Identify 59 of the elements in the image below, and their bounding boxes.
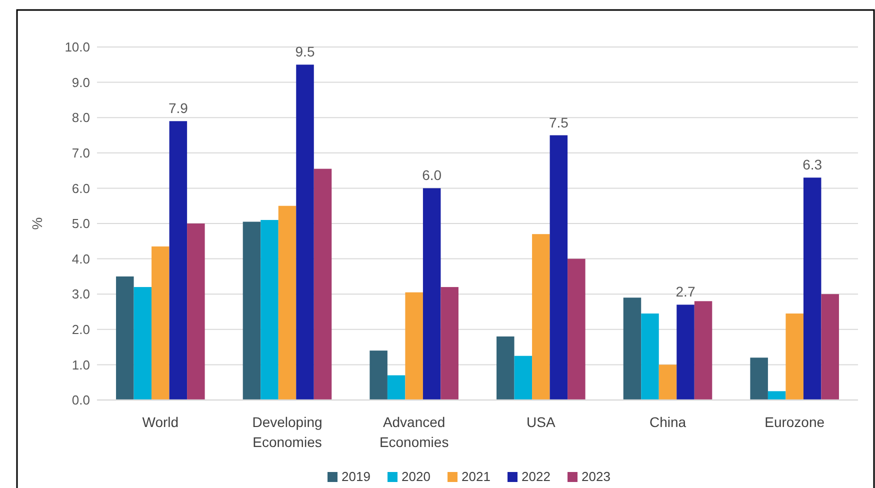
bar <box>803 178 822 400</box>
y-tick-label: 1.0 <box>72 357 90 372</box>
bar <box>187 224 205 400</box>
bar <box>550 135 568 400</box>
bar <box>116 276 134 400</box>
bar <box>496 336 514 400</box>
data-label: 7.9 <box>168 100 188 116</box>
legend-label: 2020 <box>402 469 430 484</box>
bar <box>370 350 388 400</box>
data-label: 7.5 <box>548 114 569 130</box>
y-tick-label: 3.0 <box>72 286 90 302</box>
bar <box>422 188 441 400</box>
x-tick-label: Advanced Economies <box>379 414 449 450</box>
bar <box>387 375 406 400</box>
bar <box>440 287 458 400</box>
bar <box>786 314 804 400</box>
y-tick-label: 2.0 <box>72 322 90 337</box>
bar <box>296 64 314 400</box>
y-tick-label: 5.0 <box>72 216 90 232</box>
bar <box>641 314 659 400</box>
data-label: 2.7 <box>676 284 696 300</box>
bar <box>658 364 677 400</box>
y-tick-label: 10.0 <box>64 40 90 55</box>
bar <box>405 292 423 400</box>
legend-label: 2023 <box>582 469 610 484</box>
bar <box>169 121 188 400</box>
bar <box>694 301 712 400</box>
y-tick-label: 8.0 <box>72 110 90 126</box>
x-tick-label: China <box>649 414 686 430</box>
data-label: 9.5 <box>295 44 315 60</box>
y-tick-label: 6.0 <box>72 180 90 196</box>
x-tick-label: Developing Economies <box>252 414 322 450</box>
y-tick-label: 7.0 <box>72 145 90 160</box>
bar <box>568 258 586 400</box>
y-tick-label: 9.0 <box>72 74 90 90</box>
bar <box>152 246 170 400</box>
x-tick-label: World <box>142 414 179 430</box>
bar <box>768 391 786 400</box>
legend-label: 2022 <box>522 469 550 484</box>
bar <box>514 356 532 400</box>
bar <box>278 206 296 400</box>
bar <box>676 304 694 400</box>
x-tick-label: Eurozone <box>764 414 825 430</box>
bar <box>532 234 550 400</box>
bar <box>821 294 839 400</box>
legend-label: 2021 <box>462 469 490 484</box>
y-tick-label: 0.0 <box>72 392 90 408</box>
bar <box>314 168 332 400</box>
bar <box>750 358 768 400</box>
bar <box>134 287 152 400</box>
bar <box>623 298 642 400</box>
data-label: 6.3 <box>802 156 822 173</box>
legend-label: 2019 <box>342 469 370 484</box>
x-tick-label: USA <box>526 414 556 430</box>
y-axis-title: % <box>29 217 45 230</box>
bar <box>260 220 278 400</box>
data-label: 6.0 <box>422 167 442 184</box>
bar <box>242 222 261 400</box>
y-tick-label: 4.0 <box>72 251 90 266</box>
